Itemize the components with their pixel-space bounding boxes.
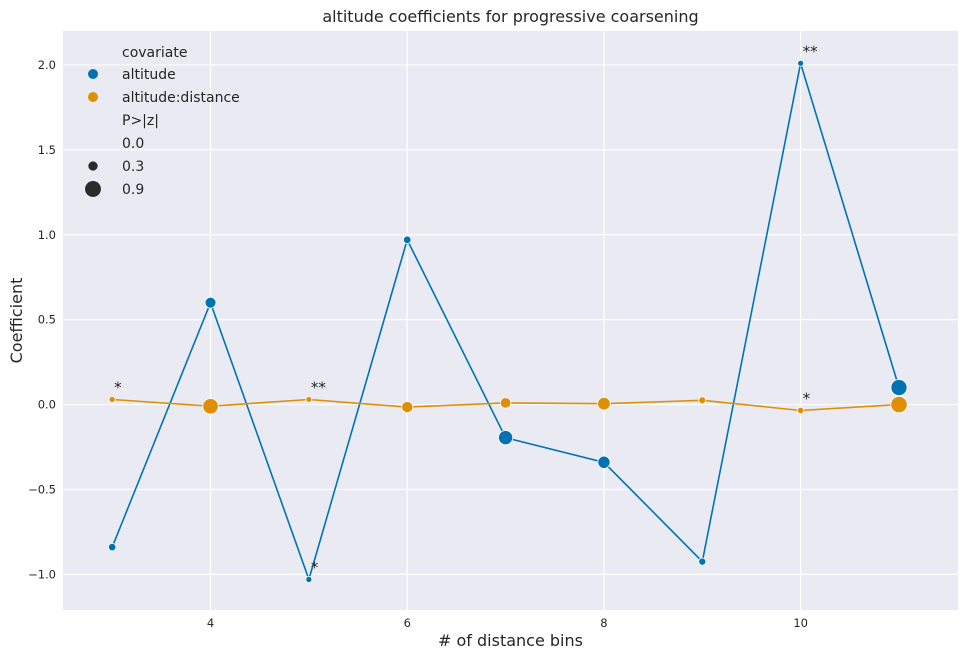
significance-annotation: ** <box>311 378 327 396</box>
legend: covariate altitude altitude:distance P>|z| 0… <box>85 45 240 198</box>
significance-annotation: * <box>114 378 122 396</box>
y-tick-label: −0.5 <box>28 482 56 496</box>
legend-title-covariate: covariate <box>122 45 187 61</box>
data-point <box>698 396 707 405</box>
significance-annotation: * <box>311 558 319 576</box>
data-point <box>498 430 514 446</box>
y-tick-label: 1.5 <box>38 143 56 157</box>
data-point <box>597 455 611 469</box>
legend-size-entry: 0.3 <box>122 159 144 175</box>
x-tick-label: 4 <box>207 616 214 630</box>
y-axis-label: Coefficient <box>7 278 26 364</box>
data-point <box>202 398 219 415</box>
legend-marker <box>88 69 98 79</box>
legend-size-marker <box>85 181 101 197</box>
data-point <box>797 406 805 415</box>
data-point <box>401 401 414 414</box>
x-axis-label: # of distance bins <box>438 631 583 650</box>
legend-size-entry: 0.9 <box>122 182 144 198</box>
legend-size-entry: 0.0 <box>122 136 144 152</box>
y-tick-labels: −1.0 −0.5 0.0 0.5 1.0 1.5 2.0 <box>28 58 56 581</box>
data-point <box>797 59 805 67</box>
y-tick-label: 2.0 <box>38 58 56 72</box>
y-tick-label: 0.0 <box>38 398 56 412</box>
data-point <box>890 395 908 414</box>
legend-size-marker <box>88 161 98 171</box>
y-tick-label: −1.0 <box>28 567 56 581</box>
x-tick-label: 10 <box>793 616 808 630</box>
data-point <box>597 396 611 411</box>
significance-annotation: ** <box>803 42 819 60</box>
y-tick-label: 1.0 <box>38 228 56 242</box>
legend-entry: altitude <box>122 67 176 83</box>
data-points <box>108 59 908 583</box>
plot-area <box>63 31 958 610</box>
x-tick-label: 6 <box>404 616 411 630</box>
x-tick-label: 8 <box>600 616 607 630</box>
data-point <box>108 395 116 403</box>
data-point <box>499 397 512 409</box>
data-point <box>890 379 908 397</box>
data-point <box>698 557 707 566</box>
chart-title: altitude coefficients for progressive co… <box>322 7 698 26</box>
y-tick-label: 0.5 <box>38 313 56 327</box>
data-point <box>108 543 117 552</box>
legend-entry: altitude:distance <box>122 90 240 106</box>
significance-annotation: * <box>803 389 811 407</box>
data-point <box>403 235 412 245</box>
x-tick-labels: 4 6 8 10 <box>207 616 808 630</box>
legend-title-pvalue: P>|z| <box>122 113 159 129</box>
data-point <box>305 575 313 583</box>
data-point <box>305 396 313 403</box>
significance-annotations: * ****** <box>114 42 818 576</box>
data-point <box>204 296 217 309</box>
legend-marker <box>88 92 98 102</box>
